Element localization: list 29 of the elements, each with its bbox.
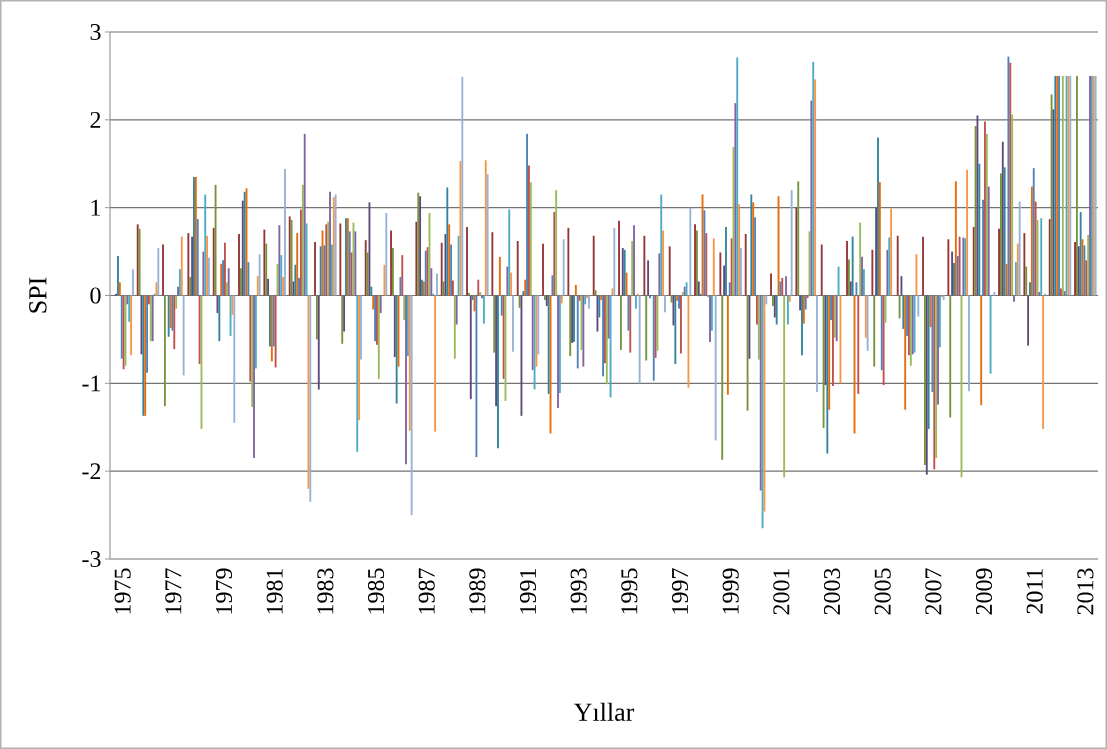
x-tick-label: 1997 — [671, 568, 689, 614]
x-tick-label: 1995 — [621, 568, 638, 614]
x-tick-label: 1979 — [215, 568, 233, 614]
y-tick-label: -2 — [82, 463, 101, 480]
y-tick-label: -3 — [82, 550, 101, 568]
x-tick-label: 1991 — [519, 568, 537, 614]
y-tick-label: 0 — [90, 287, 101, 304]
x-tick-label: 1983 — [317, 568, 334, 614]
x-tick-label: 2009 — [975, 568, 993, 615]
y-tick-label: 1 — [91, 199, 101, 216]
x-tick-label: 2005 — [874, 568, 891, 615]
x-tick-label: 2013 — [1077, 568, 1094, 615]
y-tick-label: -1 — [82, 375, 101, 392]
x-tick-label: 1981 — [266, 568, 283, 614]
x-tick-label: 1999 — [722, 568, 739, 614]
x-tick-label: 1977 — [165, 568, 182, 614]
x-tick-label: 2003 — [823, 568, 841, 615]
x-tick-label: 2011 — [1026, 568, 1043, 614]
x-tick-label: 1985 — [367, 568, 385, 614]
x-tick-label: 1993 — [570, 568, 587, 614]
x-tick-label: 1987 — [418, 568, 435, 614]
y-axis-title: SPI — [29, 277, 47, 313]
y-tick-label: 2 — [90, 111, 101, 128]
x-tick-label: 1989 — [469, 568, 486, 614]
x-tick-label: 1975 — [114, 568, 131, 614]
y-tick-label: 3 — [90, 23, 101, 41]
x-tick-label: 2001 — [773, 568, 790, 615]
x-tick-label: 2007 — [925, 568, 942, 615]
x-axis-title: Yıllar — [573, 702, 635, 721]
